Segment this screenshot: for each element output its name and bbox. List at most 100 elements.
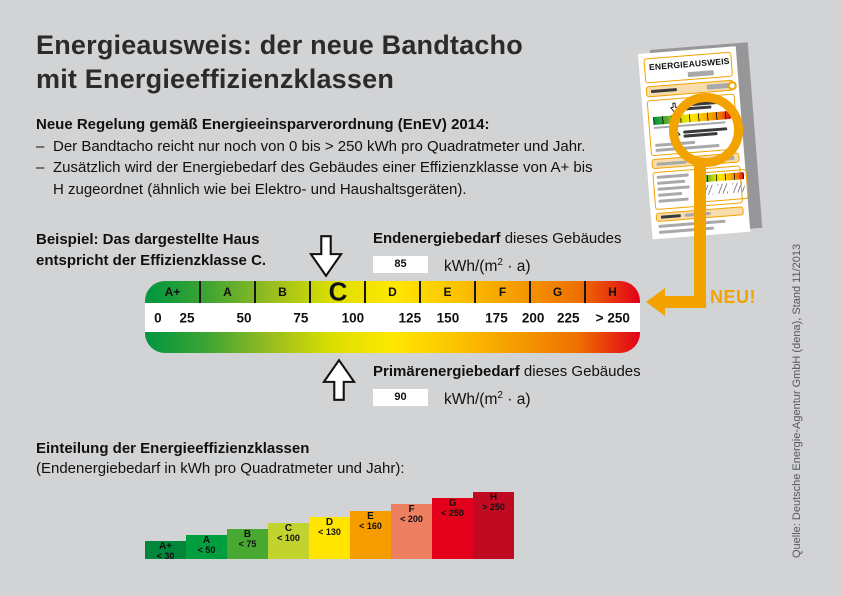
- band-class-label-g: G: [552, 285, 563, 299]
- stair-bar-letter: C: [284, 523, 293, 534]
- example-label: Beispiel: Das dargestellte Haus entspric…: [36, 229, 266, 271]
- bullet-text: Zusätzlich wird der Energiebedarf des Ge…: [53, 159, 593, 198]
- stair-bar-letter: E: [367, 511, 374, 522]
- neu-arrow-shaft: [664, 296, 706, 308]
- band-tick: 200: [521, 310, 545, 325]
- band-class-label-f: F: [498, 285, 507, 299]
- band-tick: 100: [341, 310, 365, 325]
- end-energy-label: Endenergiebedarf dieses Gebäudes: [373, 230, 622, 247]
- end-energy-value-box: 85: [373, 256, 428, 274]
- band-tick: 150: [436, 310, 460, 325]
- primary-energy-label-bold: Primärenergiebedarf: [373, 363, 520, 380]
- band-scale-row: 0 25 50 75 100 125 150 175 200 225 > 250: [145, 303, 640, 332]
- end-energy-unit: kWh/(m2 · a): [444, 257, 531, 276]
- page-title-line1: Energieausweis: der neue Bandtacho: [36, 30, 523, 60]
- primary-energy-block: Primärenergiebedarf dieses Gebäudes 90 k…: [373, 362, 641, 409]
- stair-bar-threshold: < 200: [400, 514, 423, 524]
- band-divider: [254, 281, 256, 303]
- stair-bar-threshold: < 250: [441, 508, 464, 518]
- stair-bar-letter: A: [202, 535, 211, 546]
- neu-arrow-head-icon: [646, 288, 665, 316]
- intro-heading: Neue Regelung gemäß Energieeinsparverord…: [36, 116, 490, 133]
- stair-bar-c: C < 100: [268, 523, 309, 559]
- end-energy-block: Endenergiebedarf dieses Gebäudes 85 kWh/…: [373, 229, 621, 276]
- primary-energy-label: Primärenergiebedarf dieses Gebäudes: [373, 363, 641, 380]
- band-divider: [309, 281, 311, 303]
- band-divider: [474, 281, 476, 303]
- example-label-line2: entspricht der Effizienzklasse C.: [36, 252, 267, 269]
- stair-bar-threshold: < 75: [238, 539, 257, 549]
- band-gradient-row: [145, 332, 640, 353]
- stair-bar-letter: D: [325, 517, 334, 528]
- band-class-row: A+ A B C D E F G H: [145, 281, 640, 307]
- band-tick: 50: [236, 310, 252, 325]
- stair-bar-a+: A+ < 30: [145, 541, 186, 561]
- stair-bar-g: G < 250: [432, 498, 473, 559]
- band-tick: 0: [154, 310, 162, 325]
- legend-heading-bold: Einteilung der Energieeffizienzklassen: [36, 440, 310, 457]
- magnifier-handle: [694, 160, 706, 308]
- stair-bar-letter: A+: [158, 541, 173, 552]
- efficiency-class-stairs: A+ < 30 A < 50 B < 75 C < 100 D < 130 E < 160 F < 200…: [145, 492, 517, 561]
- stair-bar-letter: B: [243, 529, 252, 540]
- intro-bullet-2: – Zusätzlich wird der Energiebedarf des …: [36, 157, 596, 200]
- stair-bar-threshold: < 130: [318, 527, 341, 537]
- bandtacho: A+ A B C D E F G H 0 25 50 75 100 125 150 175 200 225 > 25…: [145, 281, 640, 353]
- arrow-down-icon: [309, 235, 343, 278]
- example-label-line1: Beispiel: Das dargestellte Haus: [36, 231, 260, 248]
- band-class-label-d: D: [388, 285, 397, 299]
- band-tick: > 250: [595, 310, 630, 325]
- band-class-label-b: B: [278, 285, 287, 299]
- stair-bar-f: F < 200: [391, 504, 432, 559]
- primary-energy-unit: kWh/(m2 · a): [444, 390, 531, 409]
- primary-energy-value-box: 90: [373, 389, 428, 407]
- stair-bar-letter: F: [408, 504, 415, 515]
- band-divider: [419, 281, 421, 303]
- intro-paragraph: Neue Regelung gemäß Energieeinsparverord…: [36, 114, 596, 200]
- end-energy-label-bold: Endenergiebedarf: [373, 230, 501, 247]
- stair-bar-threshold: < 50: [197, 545, 216, 555]
- neu-badge: NEU!: [710, 287, 756, 307]
- band-class-label-e: E: [443, 285, 452, 299]
- bullet-dash: –: [36, 137, 45, 155]
- stair-bar-threshold: < 30: [156, 551, 175, 561]
- stair-bar-threshold: > 250: [482, 502, 505, 512]
- bullet-dash: –: [36, 159, 45, 176]
- band-tick: 175: [485, 310, 508, 325]
- stair-bar-letter: G: [448, 498, 457, 509]
- stair-bar-a: A < 50: [186, 535, 227, 559]
- source-note: Quelle: Deutsche Energie-Agentur GmbH (d…: [791, 243, 803, 558]
- page-title: Energieausweis: der neue Bandtacho mit E…: [36, 28, 523, 96]
- band-divider: [199, 281, 201, 303]
- stair-bar-letter: H: [489, 492, 498, 503]
- band-divider: [529, 281, 531, 303]
- document-title-box: ENERGIEAUSWEIS: [643, 51, 734, 84]
- stair-bar-e: E < 160: [350, 511, 391, 559]
- band-tick: 125: [398, 310, 422, 325]
- stair-bar-threshold: < 160: [359, 521, 382, 531]
- band-tick: 75: [293, 310, 309, 325]
- stair-bar-b: B < 75: [227, 529, 268, 559]
- band-class-label-a: A: [223, 285, 232, 299]
- band-tick: 25: [179, 310, 195, 325]
- band-divider: [364, 281, 366, 303]
- band-tick: 225: [556, 310, 580, 325]
- stair-bar-threshold: < 100: [277, 533, 300, 543]
- arrow-up-icon: [322, 358, 356, 401]
- end-energy-value: 85: [394, 258, 407, 271]
- magnifier-icon: [669, 93, 743, 167]
- band-class-label-h: H: [608, 285, 617, 299]
- band-class-label-a+: A+: [164, 285, 181, 299]
- document-title: ENERGIEAUSWEIS: [648, 55, 730, 73]
- stair-bar-h: H > 250: [473, 492, 514, 559]
- page-title-line2: mit Energieeffizienzklassen: [36, 64, 395, 94]
- band-divider: [584, 281, 586, 303]
- legend-subheading: (Endenergiebedarf in kWh pro Quadratmete…: [36, 460, 405, 477]
- bullet-text: Der Bandtacho reicht nur noch von 0 bis …: [53, 137, 586, 155]
- primary-energy-value: 90: [394, 391, 407, 404]
- document-seal-icon: [727, 80, 738, 91]
- intro-bullet-1: – Der Bandtacho reicht nur noch von 0 bi…: [36, 136, 596, 158]
- band-class-label-c: C: [328, 281, 348, 307]
- legend-heading: Einteilung der Energieeffizienzklassen (…: [36, 439, 405, 479]
- stair-bar-d: D < 130: [309, 517, 350, 559]
